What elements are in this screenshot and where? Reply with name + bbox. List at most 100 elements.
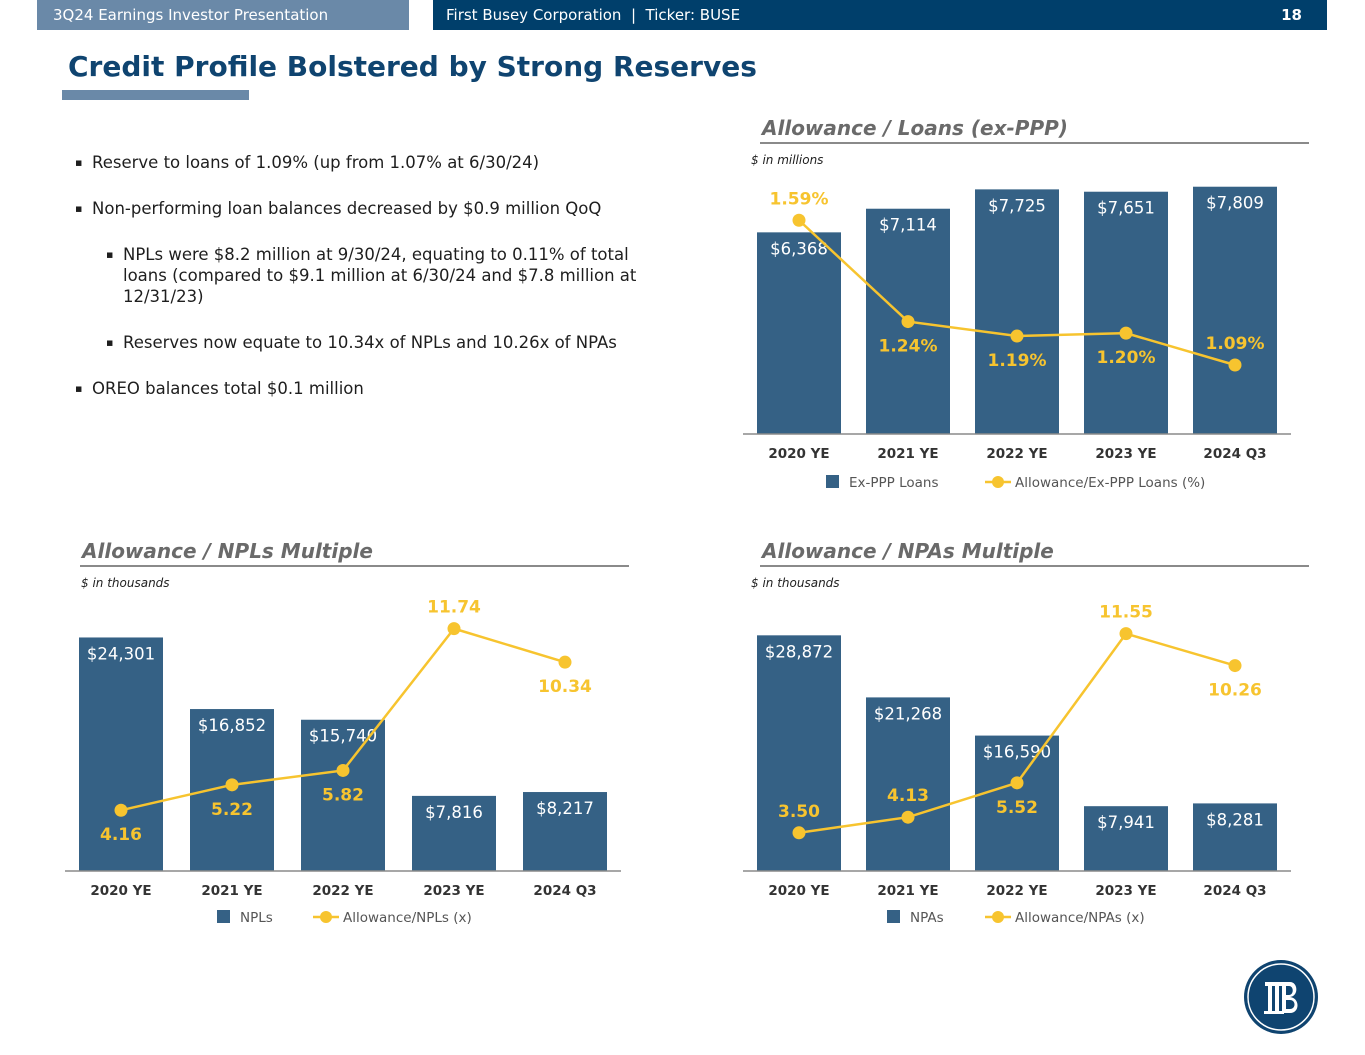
- bar-npls-4: [523, 792, 607, 871]
- line-label-npas-1: 4.13: [887, 786, 929, 806]
- chart-unit-npas: $ in thousands: [751, 576, 840, 590]
- bar-npls-3: [412, 795, 496, 871]
- bar-label-npls-3: $7,816: [425, 803, 483, 822]
- line-label-loans-1: 1.24%: [879, 337, 938, 357]
- line-point-npas-0: [792, 826, 806, 840]
- chart-unit-npls: $ in thousands: [81, 576, 170, 590]
- x-tick-label-loans-0: 2020 YE: [768, 446, 829, 462]
- line-label-npls-0: 4.16: [100, 825, 142, 845]
- x-tick-label-loans-2: 2022 YE: [986, 446, 1047, 462]
- bar-loans-2: [975, 189, 1059, 434]
- bar-npls-2: [301, 719, 385, 871]
- line-point-loans-2: [1010, 329, 1024, 343]
- legend-bar-swatch-npas: [887, 910, 900, 923]
- header-company-label: First Busey Corporation | Ticker: BUSE: [446, 6, 741, 24]
- bar-loans-4: [1193, 186, 1277, 434]
- x-tick-label-loans-3: 2023 YE: [1095, 446, 1156, 462]
- bar-label-loans-1: $7,114: [879, 216, 937, 235]
- x-tick-label-loans-1: 2021 YE: [877, 446, 938, 462]
- bar-label-npls-0: $24,301: [87, 644, 155, 663]
- line-label-npls-3: 11.74: [427, 598, 481, 618]
- line-label-npas-2: 5.52: [996, 798, 1038, 818]
- line-point-npas-3: [1119, 627, 1133, 641]
- bar-npls-0: [79, 637, 163, 871]
- legend-bar-label-loans: Ex-PPP Loans: [849, 475, 939, 491]
- line-label-loans-4: 1.09%: [1206, 334, 1265, 354]
- line-point-loans-0: [792, 213, 806, 227]
- bar-label-npas-4: $8,281: [1206, 810, 1264, 829]
- x-tick-label-npls-4: 2024 Q3: [533, 883, 596, 899]
- line-label-npls-4: 10.34: [538, 677, 592, 697]
- x-tick-label-npls-1: 2021 YE: [201, 883, 262, 899]
- bar-label-loans-2: $7,725: [988, 196, 1046, 215]
- bullet-item: Reserve to loans of 1.09% (up from 1.07%…: [75, 152, 675, 173]
- chart-title-npas: Allowance / NPAs Multiple: [760, 538, 1309, 567]
- bar-label-npas-0: $28,872: [765, 642, 833, 661]
- bar-label-npas-1: $21,268: [874, 704, 942, 723]
- line-point-npls-3: [447, 622, 461, 636]
- legend-line-marker-npls: [320, 911, 332, 923]
- x-tick-label-loans-4: 2024 Q3: [1203, 446, 1266, 462]
- bar-npas-1: [866, 697, 950, 871]
- page-title: Credit Profile Bolstered by Strong Reser…: [68, 50, 757, 83]
- header-presentation-label: 3Q24 Earnings Investor Presentation: [37, 0, 409, 30]
- line-label-npas-0: 3.50: [778, 802, 820, 822]
- line-point-loans-4: [1228, 358, 1242, 372]
- page-number: 18: [1281, 6, 1302, 24]
- title-underline-bar: [62, 90, 249, 100]
- bar-label-loans-0: $6,368: [770, 239, 828, 258]
- sub-bullet-item: Reserves now equate to 10.34x of NPLs an…: [106, 332, 675, 353]
- line-label-loans-0: 1.59%: [770, 189, 829, 209]
- legend-line-marker-npas: [992, 911, 1004, 923]
- x-tick-label-npas-4: 2024 Q3: [1203, 883, 1266, 899]
- bar-label-loans-4: $7,809: [1206, 194, 1264, 213]
- line-label-npls-2: 5.82: [322, 785, 364, 805]
- line-point-loans-3: [1119, 326, 1133, 340]
- bar-npas-2: [975, 735, 1059, 871]
- bullet-item: Non-performing loan balances decreased b…: [75, 198, 675, 219]
- line-point-npls-4: [558, 655, 572, 669]
- line-label-npls-1: 5.22: [211, 800, 253, 820]
- line-point-npas-1: [901, 810, 915, 824]
- header-company-bar: First Busey Corporation | Ticker: BUSE 1…: [433, 0, 1327, 30]
- line-point-npas-2: [1010, 776, 1024, 790]
- x-tick-label-npas-1: 2021 YE: [877, 883, 938, 899]
- legend-line-label-npls: Allowance/NPLs (x): [343, 910, 472, 926]
- line-label-npas-4: 10.26: [1208, 681, 1262, 701]
- legend-line-marker-loans: [992, 476, 1004, 488]
- line-point-npas-4: [1228, 659, 1242, 673]
- bar-npas-4: [1193, 803, 1277, 871]
- chart-unit-loans: $ in millions: [751, 153, 824, 167]
- bullet-list: Reserve to loans of 1.09% (up from 1.07%…: [75, 152, 675, 424]
- x-tick-label-npas-3: 2023 YE: [1095, 883, 1156, 899]
- legend-bar-label-npls: NPLs: [240, 910, 273, 926]
- legend-line-label-loans: Allowance/Ex-PPP Loans (%): [1015, 475, 1205, 491]
- legend-line-label-npas: Allowance/NPAs (x): [1015, 910, 1145, 926]
- chart-title-loans: Allowance / Loans (ex-PPP): [760, 115, 1309, 144]
- bar-npas-3: [1084, 806, 1168, 871]
- busey-logo-icon: [1244, 960, 1318, 1034]
- bullet-item: OREO balances total $0.1 million: [75, 378, 675, 399]
- line-point-npls-2: [336, 763, 350, 777]
- logo-mark-icon: [1247, 963, 1315, 1031]
- bar-label-npls-2: $15,740: [309, 727, 377, 746]
- bar-label-loans-3: $7,651: [1097, 199, 1155, 218]
- line-label-loans-3: 1.20%: [1097, 348, 1156, 368]
- legend-bar-swatch-npls: [217, 910, 230, 923]
- line-point-npls-1: [225, 778, 239, 792]
- bar-label-npls-1: $16,852: [198, 716, 266, 735]
- x-tick-label-npls-0: 2020 YE: [90, 883, 151, 899]
- line-label-npas-3: 11.55: [1099, 603, 1153, 623]
- line-point-npls-0: [114, 803, 128, 817]
- legend-bar-label-npas: NPAs: [910, 910, 944, 926]
- line-label-loans-2: 1.19%: [988, 351, 1047, 371]
- bar-label-npls-4: $8,217: [536, 799, 594, 818]
- x-tick-label-npas-2: 2022 YE: [986, 883, 1047, 899]
- bar-label-npas-2: $16,590: [983, 743, 1051, 762]
- x-tick-label-npls-3: 2023 YE: [423, 883, 484, 899]
- sub-bullet-item: NPLs were $8.2 million at 9/30/24, equat…: [106, 244, 675, 307]
- x-tick-label-npas-0: 2020 YE: [768, 883, 829, 899]
- legend-bar-swatch-loans: [826, 475, 839, 488]
- chart-title-npls: Allowance / NPLs Multiple: [80, 538, 629, 567]
